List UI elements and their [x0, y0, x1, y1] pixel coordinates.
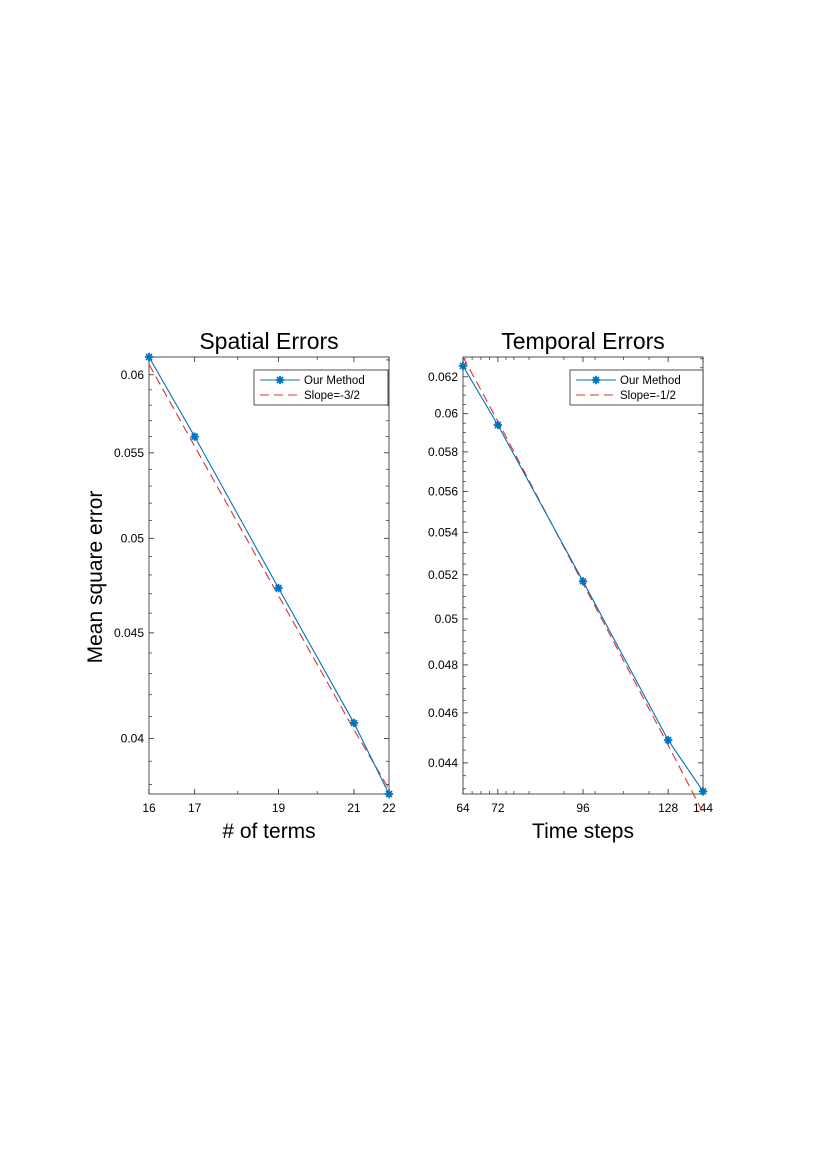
y-tick-label: 0.048	[428, 658, 458, 672]
legend-box	[569, 369, 704, 406]
x-axis-label: Time steps	[532, 820, 634, 843]
data-point	[384, 789, 394, 799]
y-tick-label: 0.05	[121, 531, 145, 545]
chart-panel-1: Spatial Errors # of terms 16 17 19 21 22 0.04 0.…	[114, 328, 396, 843]
y-tick-label: 0.045	[114, 626, 144, 640]
legend-label: Our Method	[620, 375, 681, 387]
x-axis-label: # of terms	[222, 820, 315, 843]
y-tick-label: 0.055	[114, 446, 144, 460]
plot-area	[148, 356, 390, 795]
x-tick-label: 144	[693, 801, 713, 815]
y-tick-label: 0.052	[428, 568, 458, 582]
x-tick-label: 72	[491, 801, 505, 815]
data-point	[578, 577, 588, 586]
marker-stroke	[592, 376, 600, 384]
legend: Our Method Slope=-3/2	[253, 369, 389, 406]
marker-stroke	[145, 353, 153, 361]
x-tick-label: 19	[272, 801, 286, 815]
data-point	[349, 718, 359, 728]
marker-stroke	[494, 421, 502, 429]
marker-stroke	[579, 577, 587, 585]
legend-marker	[275, 375, 285, 385]
y-tick-label: 0.04	[121, 731, 145, 745]
data-point	[144, 352, 154, 362]
y-tick-label: 0.056	[428, 484, 458, 498]
chart-title: Spatial Errors	[199, 328, 338, 354]
chart-panel-2: Temporal Errors Time steps 64 72 96 128 144 0.0…	[428, 328, 713, 843]
y-tick-label: 0.046	[428, 706, 458, 720]
y-tick-label: 0.044	[428, 756, 458, 770]
marker-stroke	[459, 362, 467, 370]
y-tick-label: 0.054	[428, 525, 458, 539]
data-point	[698, 787, 708, 796]
x-tick-label: 64	[456, 801, 470, 815]
x-tick-label: 96	[576, 801, 590, 815]
data-point	[663, 735, 673, 745]
legend-label: Slope=-3/2	[304, 390, 360, 402]
data-point	[458, 361, 468, 371]
series-line-slope-3-2	[148, 364, 390, 790]
y-tick-label: 0.05	[435, 612, 459, 626]
legend-marker	[591, 375, 601, 385]
data-point	[274, 583, 283, 593]
legend-box	[253, 369, 389, 406]
x-tick-label: 128	[658, 801, 678, 815]
marker-stroke	[350, 719, 358, 727]
data-point	[190, 432, 199, 441]
marker-stroke	[385, 790, 393, 798]
marker-stroke	[274, 584, 283, 592]
chart-title: Temporal Errors	[501, 328, 665, 354]
legend-label: Slope=-1/2	[620, 390, 676, 402]
data-point	[493, 420, 503, 430]
legend-label: Our Method	[304, 375, 365, 387]
x-tick-label: 16	[142, 801, 156, 815]
plot-area	[462, 356, 704, 795]
legend: Our Method Slope=-1/2	[569, 369, 704, 406]
x-tick-label: 21	[347, 801, 361, 815]
y-axis-label: Mean square error	[84, 491, 107, 664]
y-tick-label: 0.06	[435, 407, 459, 421]
marker-stroke	[276, 376, 284, 384]
y-tick-label: 0.058	[428, 445, 458, 459]
marker-stroke	[699, 787, 707, 795]
x-tick-label: 17	[188, 801, 202, 815]
y-tick-label: 0.062	[428, 370, 458, 384]
x-tick-label: 22	[382, 801, 396, 815]
y-tick-label: 0.06	[121, 368, 145, 382]
marker-stroke	[191, 433, 199, 441]
marker-stroke	[664, 736, 672, 744]
